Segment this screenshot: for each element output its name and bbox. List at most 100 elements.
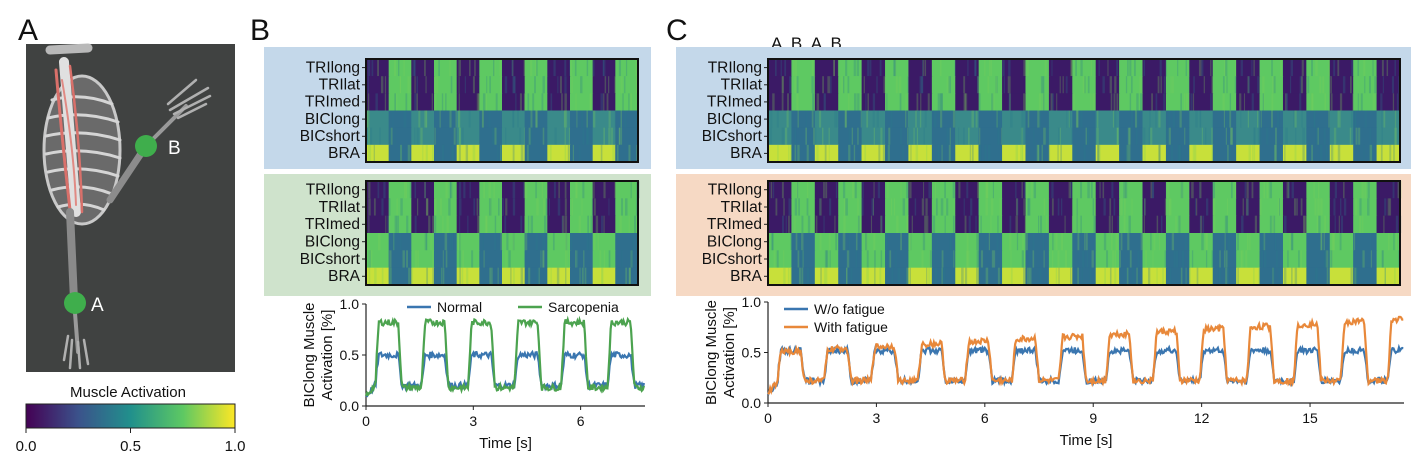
- heatmap-texture: [966, 250, 970, 268]
- heatmap-texture: [1081, 267, 1083, 285]
- heatmap-cell: [1282, 110, 1307, 129]
- heatmap-texture: [914, 198, 917, 216]
- heatmap-texture: [388, 127, 392, 145]
- heatmap-texture: [1384, 198, 1387, 216]
- heatmap-cell: [1189, 93, 1214, 111]
- heatmap-texture: [1092, 198, 1095, 216]
- heatmap-texture: [846, 267, 848, 285]
- heatmap-texture: [776, 110, 779, 128]
- heatmap-texture: [878, 144, 881, 162]
- heatmap-cell: [366, 267, 390, 286]
- heatmap-texture: [1337, 110, 1339, 128]
- heatmap-texture: [841, 76, 844, 94]
- heatmap-texture: [1200, 110, 1202, 128]
- heatmap-texture: [881, 215, 883, 233]
- heatmap-texture: [871, 198, 874, 216]
- heatmap-texture: [1359, 198, 1362, 216]
- heatmap-cell: [1189, 76, 1214, 94]
- heatmap-texture: [894, 198, 896, 216]
- y-axis-label: BIClong MuscleActivation [%]: [301, 302, 336, 407]
- heatmap-texture: [1021, 250, 1024, 268]
- heatmap-cell: [931, 267, 956, 286]
- heatmap-texture: [451, 144, 455, 162]
- heatmap-texture: [978, 93, 981, 111]
- heatmap-texture: [1260, 127, 1262, 145]
- heatmap-texture: [1395, 233, 1398, 251]
- heatmap-texture: [486, 76, 488, 94]
- heatmap-texture: [1066, 110, 1068, 128]
- heatmap-texture: [575, 93, 577, 111]
- heatmap-texture: [998, 110, 1002, 128]
- heatmap-texture: [1046, 215, 1048, 233]
- heatmap-cell: [1189, 144, 1214, 163]
- heatmap-cell: [1025, 127, 1050, 146]
- heatmap-cell: [366, 110, 390, 129]
- heatmap-texture: [436, 76, 439, 94]
- heatmap-texture: [540, 250, 542, 268]
- heatmap-texture: [1199, 181, 1201, 199]
- heatmap-texture: [422, 144, 424, 162]
- heatmap-texture: [1092, 93, 1095, 111]
- heatmap-texture: [1241, 250, 1244, 268]
- heatmap-texture: [967, 59, 969, 77]
- heatmap-cell: [768, 250, 793, 269]
- heatmap-cell: [366, 76, 390, 94]
- heatmap-texture: [1251, 181, 1254, 199]
- heatmap-cell: [592, 59, 616, 77]
- heatmap-cell: [1025, 233, 1050, 251]
- heatmap-cell: [388, 110, 412, 129]
- heatmap-cell: [1212, 250, 1237, 269]
- heatmap-texture: [624, 110, 627, 128]
- heatmap-texture: [853, 93, 857, 111]
- heatmap-texture: [1289, 233, 1292, 251]
- heatmap-texture: [922, 59, 924, 77]
- heatmap-texture: [948, 76, 952, 94]
- heatmap-texture: [1237, 233, 1240, 251]
- heatmap-texture: [1016, 233, 1019, 251]
- heatmap-texture: [1369, 127, 1372, 145]
- heatmap-texture: [553, 59, 556, 77]
- heatmap-texture: [1205, 233, 1208, 251]
- heatmap-cell: [1072, 267, 1097, 286]
- heatmap-cell: [791, 198, 816, 217]
- heatmap-texture: [1104, 267, 1106, 285]
- heatmap-texture: [1330, 250, 1333, 268]
- heatmap-cell: [768, 93, 793, 111]
- heatmap-texture: [1324, 215, 1327, 233]
- heatmap-cell: [1236, 233, 1261, 251]
- heatmap-cell: [592, 110, 616, 129]
- heatmap-cell: [434, 144, 458, 163]
- heatmap-texture: [1338, 110, 1341, 128]
- heatmap-texture: [1024, 127, 1026, 145]
- heatmap-texture: [1300, 250, 1302, 268]
- heatmap-texture: [1160, 215, 1163, 233]
- heatmap-texture: [535, 110, 538, 128]
- heatmap-texture: [833, 59, 835, 77]
- heatmap-texture: [789, 267, 793, 285]
- heatmap-frame: [365, 180, 639, 286]
- heatmap-cell: [814, 93, 839, 111]
- heatmap-cell: [1376, 181, 1401, 199]
- heatmap-texture: [963, 93, 966, 111]
- heatmap-texture: [628, 93, 630, 111]
- heatmap-texture: [867, 93, 869, 111]
- heatmap-cell: [838, 110, 863, 129]
- heatmap-cell: [434, 127, 458, 146]
- heatmap-texture: [1060, 144, 1062, 162]
- heatmap-texture: [1097, 144, 1100, 162]
- heatmap-texture: [432, 250, 434, 268]
- heatmap-cell: [978, 250, 1003, 269]
- heatmap-row-label: TRIlong: [708, 59, 762, 76]
- heatmap-cell: [524, 127, 548, 146]
- heatmap-texture: [434, 215, 437, 233]
- heatmap-texture: [489, 76, 491, 94]
- heatmap-texture: [1085, 127, 1087, 145]
- heatmap-texture: [582, 127, 585, 145]
- heatmap-texture: [1293, 198, 1296, 216]
- heatmap-texture: [600, 215, 604, 233]
- heatmap-texture: [1294, 144, 1297, 162]
- heatmap-texture: [805, 127, 807, 145]
- legend-label: W/o fatigue: [814, 301, 885, 317]
- heatmap-texture: [958, 181, 961, 199]
- heatmap-cell: [388, 76, 412, 94]
